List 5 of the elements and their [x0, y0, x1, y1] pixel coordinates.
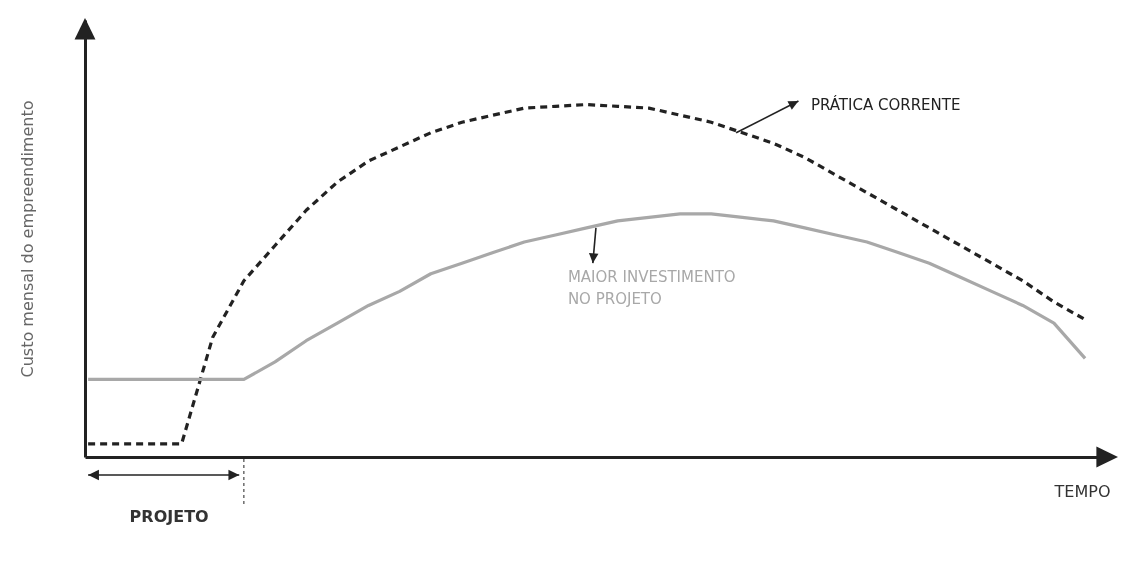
legend-label: PRÁTICA CORRENTE	[810, 94, 961, 114]
y-axis-title: Custo mensal do empreendimento	[17, 100, 37, 378]
x-axis-title: TEMPO	[1053, 481, 1111, 501]
text: PROJETO	[129, 506, 209, 526]
text: MAIOR INVESTIMENTO NO PROJETO	[567, 268, 736, 309]
